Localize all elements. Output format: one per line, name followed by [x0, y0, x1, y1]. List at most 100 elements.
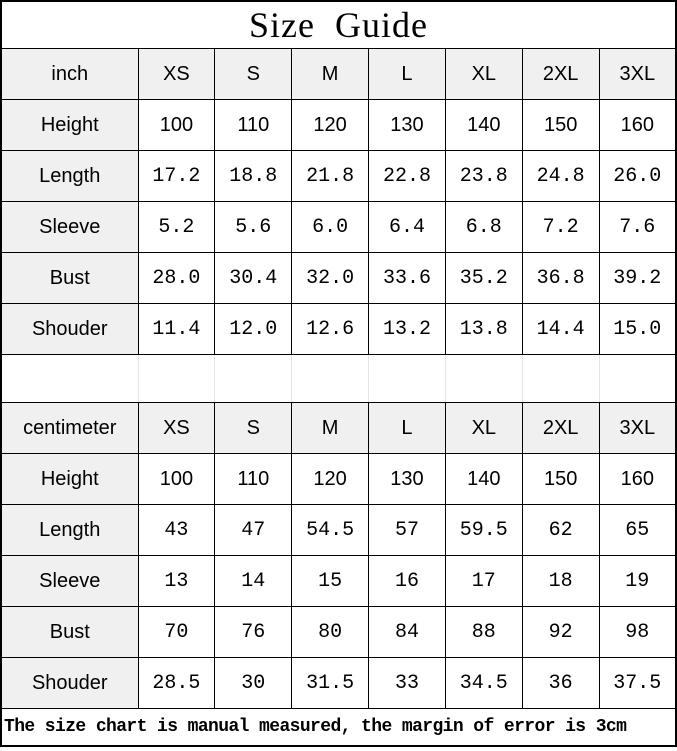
- size-header-cell: 3XL: [598, 402, 677, 454]
- value-cell: 84: [368, 606, 446, 658]
- value-cell: 30: [214, 657, 293, 709]
- unit-header-cell: centimeter: [0, 402, 139, 454]
- table-row: Bust 70 76 80 84 88 92 98: [0, 606, 677, 658]
- spacer-cell: [291, 354, 370, 403]
- value-cell: 92: [521, 606, 600, 658]
- value-cell: 15: [291, 555, 370, 607]
- value-cell: 57: [368, 504, 446, 556]
- table-row: Sleeve 5.2 5.6 6.0 6.4 6.8 7.2 7.6: [0, 201, 677, 253]
- page-title: Size Guide: [0, 0, 677, 49]
- value-cell: 12.6: [291, 303, 370, 355]
- value-cell: 100: [137, 453, 216, 505]
- size-header-cell: L: [368, 402, 446, 454]
- size-header-cell: XL: [444, 402, 523, 454]
- spacer-cell: [214, 354, 293, 403]
- value-cell: 47: [214, 504, 293, 556]
- value-cell: 6.0: [291, 201, 370, 253]
- size-header-row: centimeter XS S M L XL 2XL 3XL: [0, 402, 677, 454]
- value-cell: 24.8: [521, 150, 600, 202]
- value-cell: 7.2: [521, 201, 600, 253]
- value-cell: 16: [368, 555, 446, 607]
- table-row: Sleeve 13 14 15 16 17 18 19: [0, 555, 677, 607]
- size-header-row: inch XS S M L XL 2XL 3XL: [0, 48, 677, 100]
- value-cell: 33: [368, 657, 446, 709]
- table-row: Shouder 28.5 30 31.5 33 34.5 36 37.5: [0, 657, 677, 709]
- size-header-cell: 2XL: [521, 48, 600, 100]
- value-cell: 39.2: [598, 252, 677, 304]
- value-cell: 23.8: [444, 150, 523, 202]
- size-header-cell: L: [368, 48, 446, 100]
- table-row: Height 100 110 120 130 140 150 160: [0, 99, 677, 151]
- value-cell: 150: [521, 453, 600, 505]
- value-cell: 32.0: [291, 252, 370, 304]
- value-cell: 22.8: [368, 150, 446, 202]
- inch-table-body: inch XS S M L XL 2XL 3XL Height 100 110 120 130 140 15…: [0, 48, 677, 355]
- spacer-cell: [137, 354, 216, 403]
- footer-section: The size chart is manual measured, the m…: [0, 708, 677, 747]
- value-cell: 160: [598, 453, 677, 505]
- row-label-cell: Length: [0, 504, 139, 556]
- row-label-cell: Shouder: [0, 657, 139, 709]
- value-cell: 26.0: [598, 150, 677, 202]
- row-label-cell: Height: [0, 453, 139, 505]
- value-cell: 35.2: [444, 252, 523, 304]
- value-cell: 160: [598, 99, 677, 151]
- value-cell: 62: [521, 504, 600, 556]
- spacer-cell: [444, 354, 523, 403]
- value-cell: 54.5: [291, 504, 370, 556]
- value-cell: 17: [444, 555, 523, 607]
- value-cell: 5.2: [137, 201, 216, 253]
- value-cell: 13: [137, 555, 216, 607]
- value-cell: 43: [137, 504, 216, 556]
- size-header-cell: M: [291, 48, 370, 100]
- value-cell: 110: [214, 99, 293, 151]
- value-cell: 14.4: [521, 303, 600, 355]
- value-cell: 21.8: [291, 150, 370, 202]
- value-cell: 36.8: [521, 252, 600, 304]
- value-cell: 36: [521, 657, 600, 709]
- spacer-cell: [521, 354, 600, 403]
- value-cell: 34.5: [444, 657, 523, 709]
- value-cell: 14: [214, 555, 293, 607]
- value-cell: 130: [368, 453, 446, 505]
- size-header-cell: 2XL: [521, 402, 600, 454]
- value-cell: 110: [214, 453, 293, 505]
- value-cell: 13.2: [368, 303, 446, 355]
- value-cell: 13.8: [444, 303, 523, 355]
- row-label-cell: Height: [0, 99, 139, 151]
- title-row: Size Guide: [0, 0, 677, 49]
- value-cell: 120: [291, 99, 370, 151]
- value-cell: 5.6: [214, 201, 293, 253]
- table-row: Length 17.2 18.8 21.8 22.8 23.8 24.8 26.0: [0, 150, 677, 202]
- table-row: Length 43 47 54.5 57 59.5 62 65: [0, 504, 677, 556]
- value-cell: 30.4: [214, 252, 293, 304]
- value-cell: 7.6: [598, 201, 677, 253]
- value-cell: 70: [137, 606, 216, 658]
- spacer-section: [0, 354, 677, 403]
- value-cell: 140: [444, 453, 523, 505]
- row-label-cell: Bust: [0, 252, 139, 304]
- spacer-cell: [368, 354, 446, 403]
- footer-note: The size chart is manual measured, the m…: [0, 708, 677, 747]
- table-row: Bust 28.0 30.4 32.0 33.6 35.2 36.8 39.2: [0, 252, 677, 304]
- value-cell: 6.4: [368, 201, 446, 253]
- title-section: Size Guide: [0, 0, 677, 49]
- value-cell: 88: [444, 606, 523, 658]
- row-label-cell: Sleeve: [0, 201, 139, 253]
- value-cell: 18.8: [214, 150, 293, 202]
- value-cell: 28.5: [137, 657, 216, 709]
- value-cell: 37.5: [598, 657, 677, 709]
- size-header-cell: S: [214, 48, 293, 100]
- value-cell: 100: [137, 99, 216, 151]
- value-cell: 76: [214, 606, 293, 658]
- value-cell: 31.5: [291, 657, 370, 709]
- size-header-cell: S: [214, 402, 293, 454]
- value-cell: 98: [598, 606, 677, 658]
- value-cell: 6.8: [444, 201, 523, 253]
- row-label-cell: Sleeve: [0, 555, 139, 607]
- value-cell: 12.0: [214, 303, 293, 355]
- value-cell: 59.5: [444, 504, 523, 556]
- size-header-cell: 3XL: [598, 48, 677, 100]
